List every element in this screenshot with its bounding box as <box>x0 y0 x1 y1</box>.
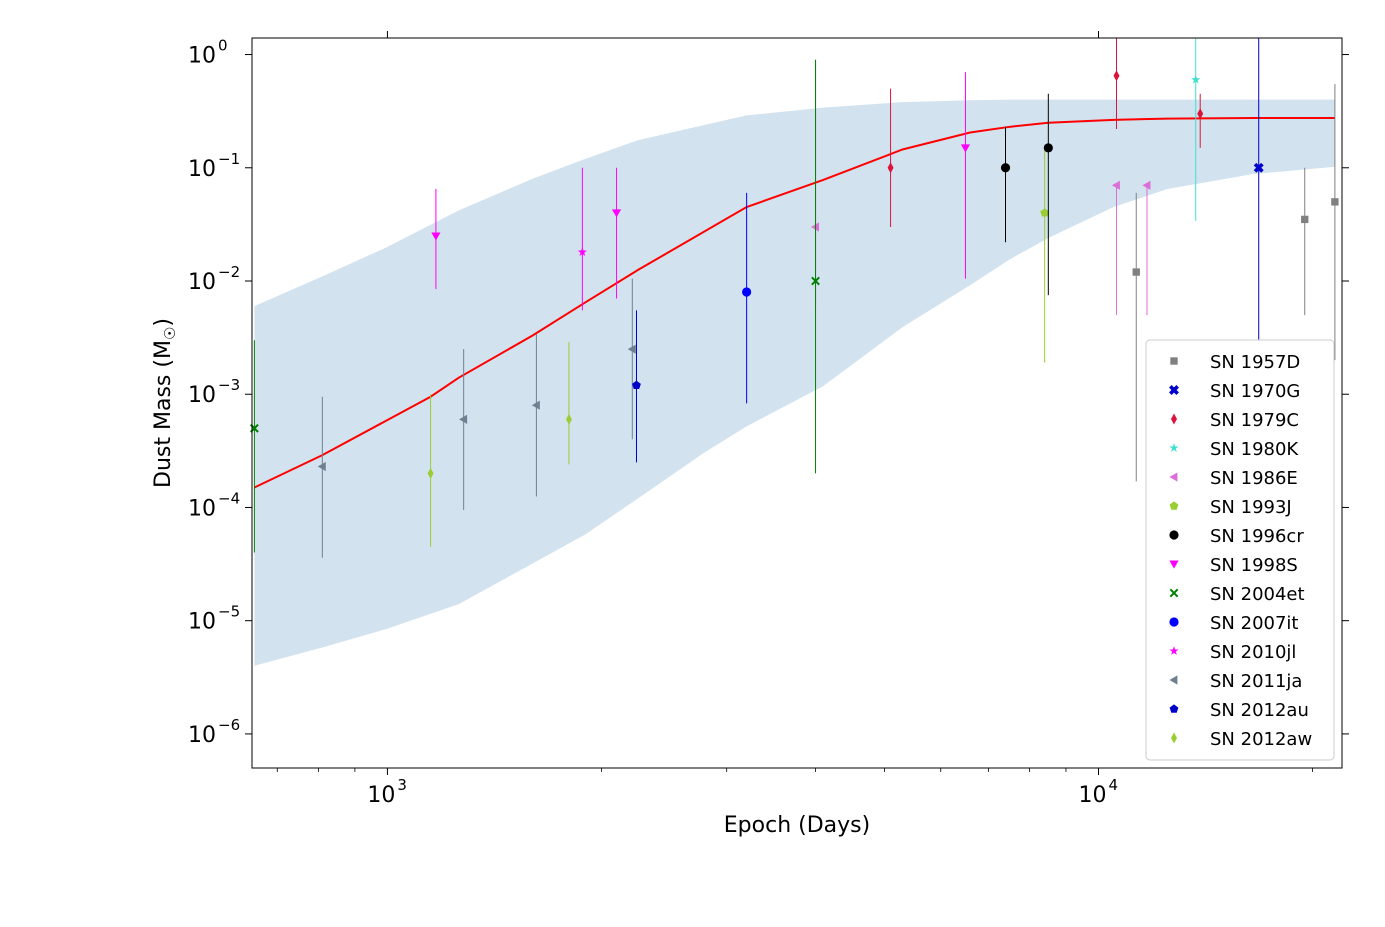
y-tick-label-1: 10 <box>188 157 216 182</box>
y-axis-label-text: Dust Mass (M <box>151 340 176 488</box>
legend-label-sn-1957d: SN 1957D <box>1210 352 1300 373</box>
legend-marker-sn-1996cr <box>1169 530 1179 540</box>
legend-marker-sn-2012au <box>1169 704 1179 713</box>
sn-2011ja-point-0 <box>317 461 326 472</box>
sn-1986e-point-1 <box>1111 180 1120 190</box>
legend-label-sn-2012aw: SN 2012aw <box>1210 729 1312 750</box>
legend-marker-sn-1998s <box>1169 560 1179 569</box>
legend-marker-sn-2007it <box>1169 617 1179 627</box>
data-points <box>249 38 1339 558</box>
legend-label-sn-1979c: SN 1979C <box>1210 410 1299 431</box>
sn-2012au-point-0 <box>632 380 641 389</box>
y-tick-label-2: 10 <box>188 270 216 295</box>
legend-label-sn-2012au: SN 2012au <box>1210 700 1309 721</box>
sun-symbol: ☉ <box>161 327 179 340</box>
sn-1970g-point-0 <box>1253 162 1264 173</box>
y-tick-label-0: 10 <box>188 44 216 69</box>
sn-1979c-point-2 <box>1197 108 1204 120</box>
y-tick-label-4: 10 <box>188 496 216 521</box>
legend-box <box>1145 339 1335 761</box>
sn-1993j-point-0 <box>1040 208 1050 217</box>
y-axis-label-close: ) <box>151 318 176 327</box>
legend-marker-sn-1993j <box>1169 501 1179 510</box>
model-line <box>253 117 1335 489</box>
y-tick-exponent-0: 0 <box>218 37 228 55</box>
legend-label-sn-1980k: SN 1980K <box>1210 439 1299 460</box>
model-curve <box>253 117 1335 489</box>
legend-marker-sn-1970g <box>1169 385 1179 395</box>
legend-marker-sn-1980k <box>1169 443 1179 452</box>
axis-ticks: 10 3 10 410 010 −110 −210 −310 −410 −510 −6 <box>188 31 1349 808</box>
sn-2012aw-point-0 <box>427 467 434 479</box>
legend-label-sn-1996cr: SN 1996cr <box>1210 526 1304 547</box>
sn-1986e-point-0 <box>810 222 819 232</box>
legend-label-sn-2004et: SN 2004et <box>1210 584 1305 605</box>
sn-1979c-point-0 <box>887 162 894 174</box>
y-tick-label-3: 10 <box>188 383 216 408</box>
y-tick-label-5: 10 <box>188 610 216 635</box>
y-tick-exponent-3: −3 <box>218 376 240 394</box>
legend-marker-sn-1986e <box>1169 472 1178 482</box>
sn-1957d-point-2 <box>1331 198 1339 206</box>
legend-label-sn-1970g: SN 1970G <box>1210 381 1300 402</box>
y-tick-exponent-1: −1 <box>218 150 240 168</box>
sn-2011ja-point-3 <box>627 344 636 354</box>
y-axis-label: Dust Mass (M☉) <box>151 318 179 488</box>
sn-1980k-point-0 <box>1191 74 1201 84</box>
sn-2010jl-point-0 <box>577 247 587 257</box>
plot-frame <box>251 37 1343 769</box>
sn-1957d-point-1 <box>1301 215 1309 224</box>
x-axis-label: Epoch (Days) <box>724 813 870 838</box>
x-tick-label-1: 10 <box>1079 783 1107 808</box>
sn-1996cr-point-1 <box>1043 143 1053 153</box>
legend-marker-sn-1957d <box>1170 357 1178 365</box>
sn-1998s-point-1 <box>611 209 622 218</box>
legend: SN 1957D SN 1970G SN 1979C SN 1980K SN 1986E… <box>1145 339 1335 761</box>
y-tick-label-6: 10 <box>188 723 216 748</box>
band-area <box>254 99 1335 666</box>
legend-label-sn-1993j: SN 1993J <box>1210 497 1292 518</box>
sn-2004et-point-1 <box>811 276 820 286</box>
y-tick-exponent-6: −6 <box>218 716 240 734</box>
sn-2011ja-point-2 <box>531 400 540 410</box>
legend-marker-sn-1979c <box>1171 413 1177 425</box>
y-tick-exponent-4: −4 <box>218 489 240 507</box>
legend-marker-sn-2011ja <box>1169 675 1178 685</box>
sn-1986e-point-2 <box>1142 180 1151 190</box>
legend-label-sn-1986e: SN 1986E <box>1210 468 1298 489</box>
model-range-band <box>254 99 1335 666</box>
x-tick-exponent-1: 4 <box>1109 776 1119 794</box>
legend-label-sn-2011ja: SN 2011ja <box>1210 671 1302 692</box>
y-tick-exponent-5: −5 <box>218 603 240 621</box>
legend-label-sn-2010jl: SN 2010jl <box>1210 642 1296 663</box>
sn-1957d-point-0 <box>1132 268 1140 276</box>
legend-label-sn-1998s: SN 1998S <box>1210 555 1298 576</box>
sn-2012aw-point-1 <box>565 413 572 425</box>
sn-1998s-point-0 <box>431 232 441 241</box>
legend-marker-sn-2012aw <box>1171 732 1177 744</box>
legend-marker-sn-2004et <box>1169 588 1179 598</box>
sn-1979c-point-1 <box>1113 70 1120 82</box>
x-tick-label-0: 10 <box>367 783 395 808</box>
legend-marker-sn-2010jl <box>1169 646 1179 655</box>
sn-2007it-point-0 <box>742 287 752 297</box>
sn-1998s-point-2 <box>960 144 971 153</box>
y-tick-exponent-2: −2 <box>218 263 240 281</box>
sn-2011ja-point-1 <box>459 414 468 424</box>
legend-label-sn-2007it: SN 2007it <box>1210 613 1298 634</box>
x-tick-exponent-0: 3 <box>397 776 407 794</box>
sn-1996cr-point-0 <box>1000 163 1011 173</box>
